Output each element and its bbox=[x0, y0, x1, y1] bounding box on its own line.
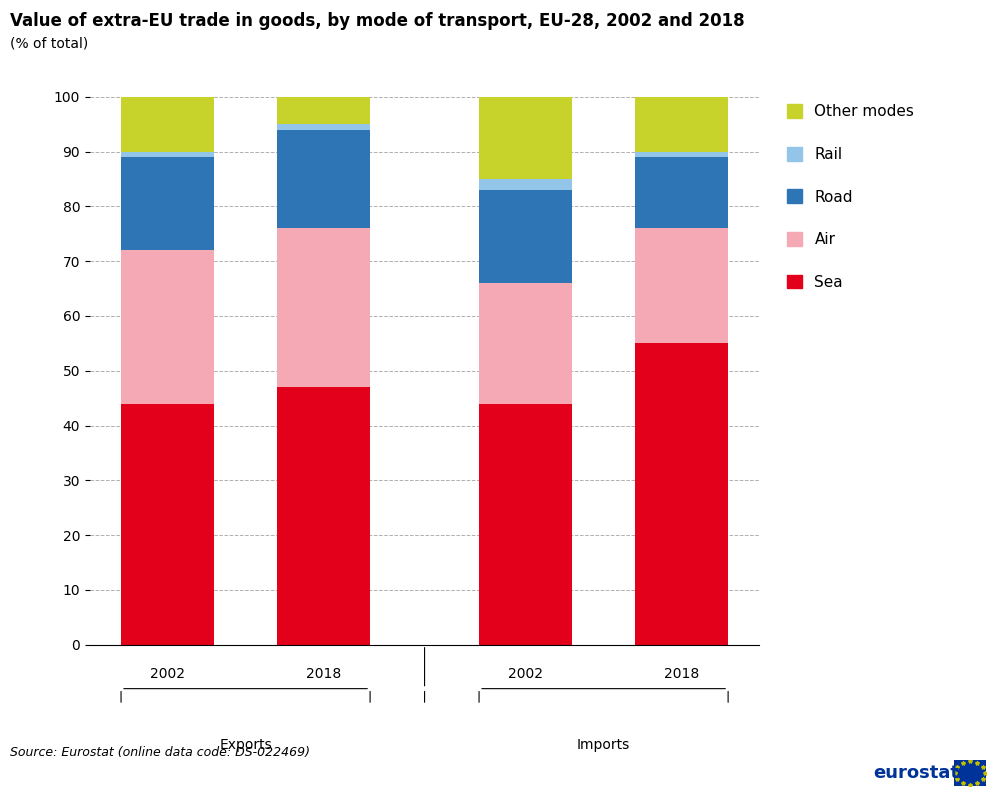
Bar bbox=[277, 228, 370, 387]
Bar bbox=[277, 130, 370, 228]
Bar bbox=[277, 387, 370, 645]
Text: 2002: 2002 bbox=[508, 667, 543, 681]
Text: Exports: Exports bbox=[219, 738, 272, 752]
Bar bbox=[121, 250, 215, 404]
Text: Imports: Imports bbox=[577, 738, 630, 752]
Bar bbox=[634, 97, 728, 152]
Text: 2018: 2018 bbox=[306, 667, 341, 681]
Bar bbox=[480, 404, 572, 645]
Bar bbox=[121, 97, 215, 152]
Bar bbox=[277, 97, 370, 124]
Bar bbox=[634, 228, 728, 343]
Bar bbox=[634, 343, 728, 645]
Bar bbox=[634, 157, 728, 228]
Text: 2018: 2018 bbox=[663, 667, 699, 681]
Bar bbox=[480, 190, 572, 283]
Text: Source: Eurostat (online data code: DS-022469): Source: Eurostat (online data code: DS-0… bbox=[10, 746, 310, 758]
Legend: Other modes, Rail, Road, Air, Sea: Other modes, Rail, Road, Air, Sea bbox=[787, 104, 914, 289]
Bar bbox=[121, 157, 215, 250]
Bar bbox=[480, 97, 572, 179]
Text: (% of total): (% of total) bbox=[10, 36, 88, 50]
Bar bbox=[634, 152, 728, 157]
Bar bbox=[121, 404, 215, 645]
Text: 2002: 2002 bbox=[150, 667, 185, 681]
Bar bbox=[480, 283, 572, 404]
Bar bbox=[121, 152, 215, 157]
Bar bbox=[277, 124, 370, 130]
Bar bbox=[480, 179, 572, 190]
Text: Value of extra-EU trade in goods, by mode of transport, EU-28, 2002 and 2018: Value of extra-EU trade in goods, by mod… bbox=[10, 12, 744, 30]
Text: eurostat: eurostat bbox=[873, 764, 959, 782]
